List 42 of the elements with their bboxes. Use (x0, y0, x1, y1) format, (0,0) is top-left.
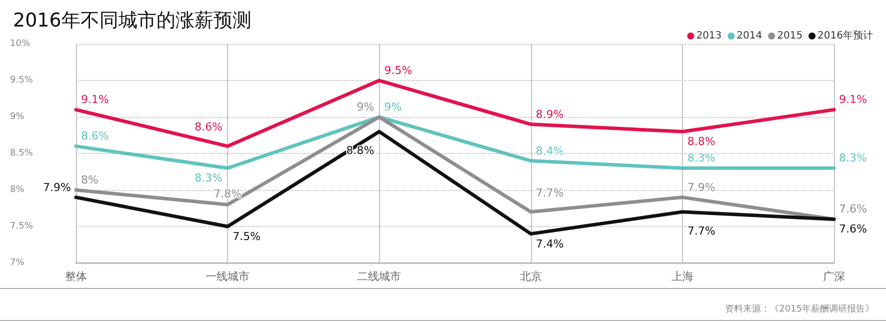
data-label: 7.4% (536, 237, 564, 250)
data-label: 8.8% (687, 135, 716, 148)
y-tick-label: 8% (10, 185, 25, 195)
data-label: 7.8% (214, 188, 242, 201)
data-label: 8% (81, 174, 98, 186)
data-label: 8.9% (536, 108, 564, 121)
data-label: 8.3% (194, 172, 223, 185)
data-label: 7.7% (536, 186, 564, 200)
data-label: 7.9% (687, 180, 716, 194)
data-label: 7.6% (839, 202, 867, 216)
data-label: 8.3% (687, 152, 716, 165)
legend-label: 2013 (696, 30, 722, 42)
y-tick-label: 7% (10, 258, 25, 268)
x-tick-label: 二线城市 (357, 270, 402, 283)
y-tick-label: 10% (10, 39, 30, 49)
data-label: 8.6% (81, 130, 109, 143)
data-label: 7.5% (232, 230, 261, 243)
data-label: 7.9% (43, 180, 71, 194)
data-label: 9.5% (384, 64, 412, 77)
legend-label: 2016年预计 (818, 30, 874, 42)
x-tick-label: 一线城市 (206, 270, 250, 283)
data-label: 9% (384, 100, 402, 114)
data-label: 9.1% (839, 93, 867, 106)
y-tick-label: 7.5% (10, 222, 34, 232)
data-label: 9% (356, 100, 374, 114)
x-tick-label: 北京 (520, 270, 542, 283)
text: 资料来源：《2015年薪酬调研报告》 (725, 304, 874, 314)
data-label: 9.1% (81, 93, 109, 106)
data-label: 7.7% (687, 224, 716, 238)
y-tick-label: 9.5% (10, 76, 34, 86)
y-tick-label: 8.5% (10, 148, 34, 158)
x-tick-label: 整体 (65, 270, 87, 283)
legend-label: 2014 (736, 30, 762, 42)
chart-title: 2016年不同城市的涨薪预测 (13, 10, 252, 32)
data-label: 8.6% (194, 120, 223, 134)
x-tick-label: 广深 (823, 270, 845, 283)
data-label: 8.3% (839, 152, 867, 165)
data-label: 7.6% (839, 222, 867, 236)
x-tick-label: 上海 (671, 270, 694, 283)
legend-label: 2015 (777, 30, 803, 42)
data-label: 8.4% (536, 144, 564, 158)
y-tick-label: 9% (10, 112, 25, 122)
